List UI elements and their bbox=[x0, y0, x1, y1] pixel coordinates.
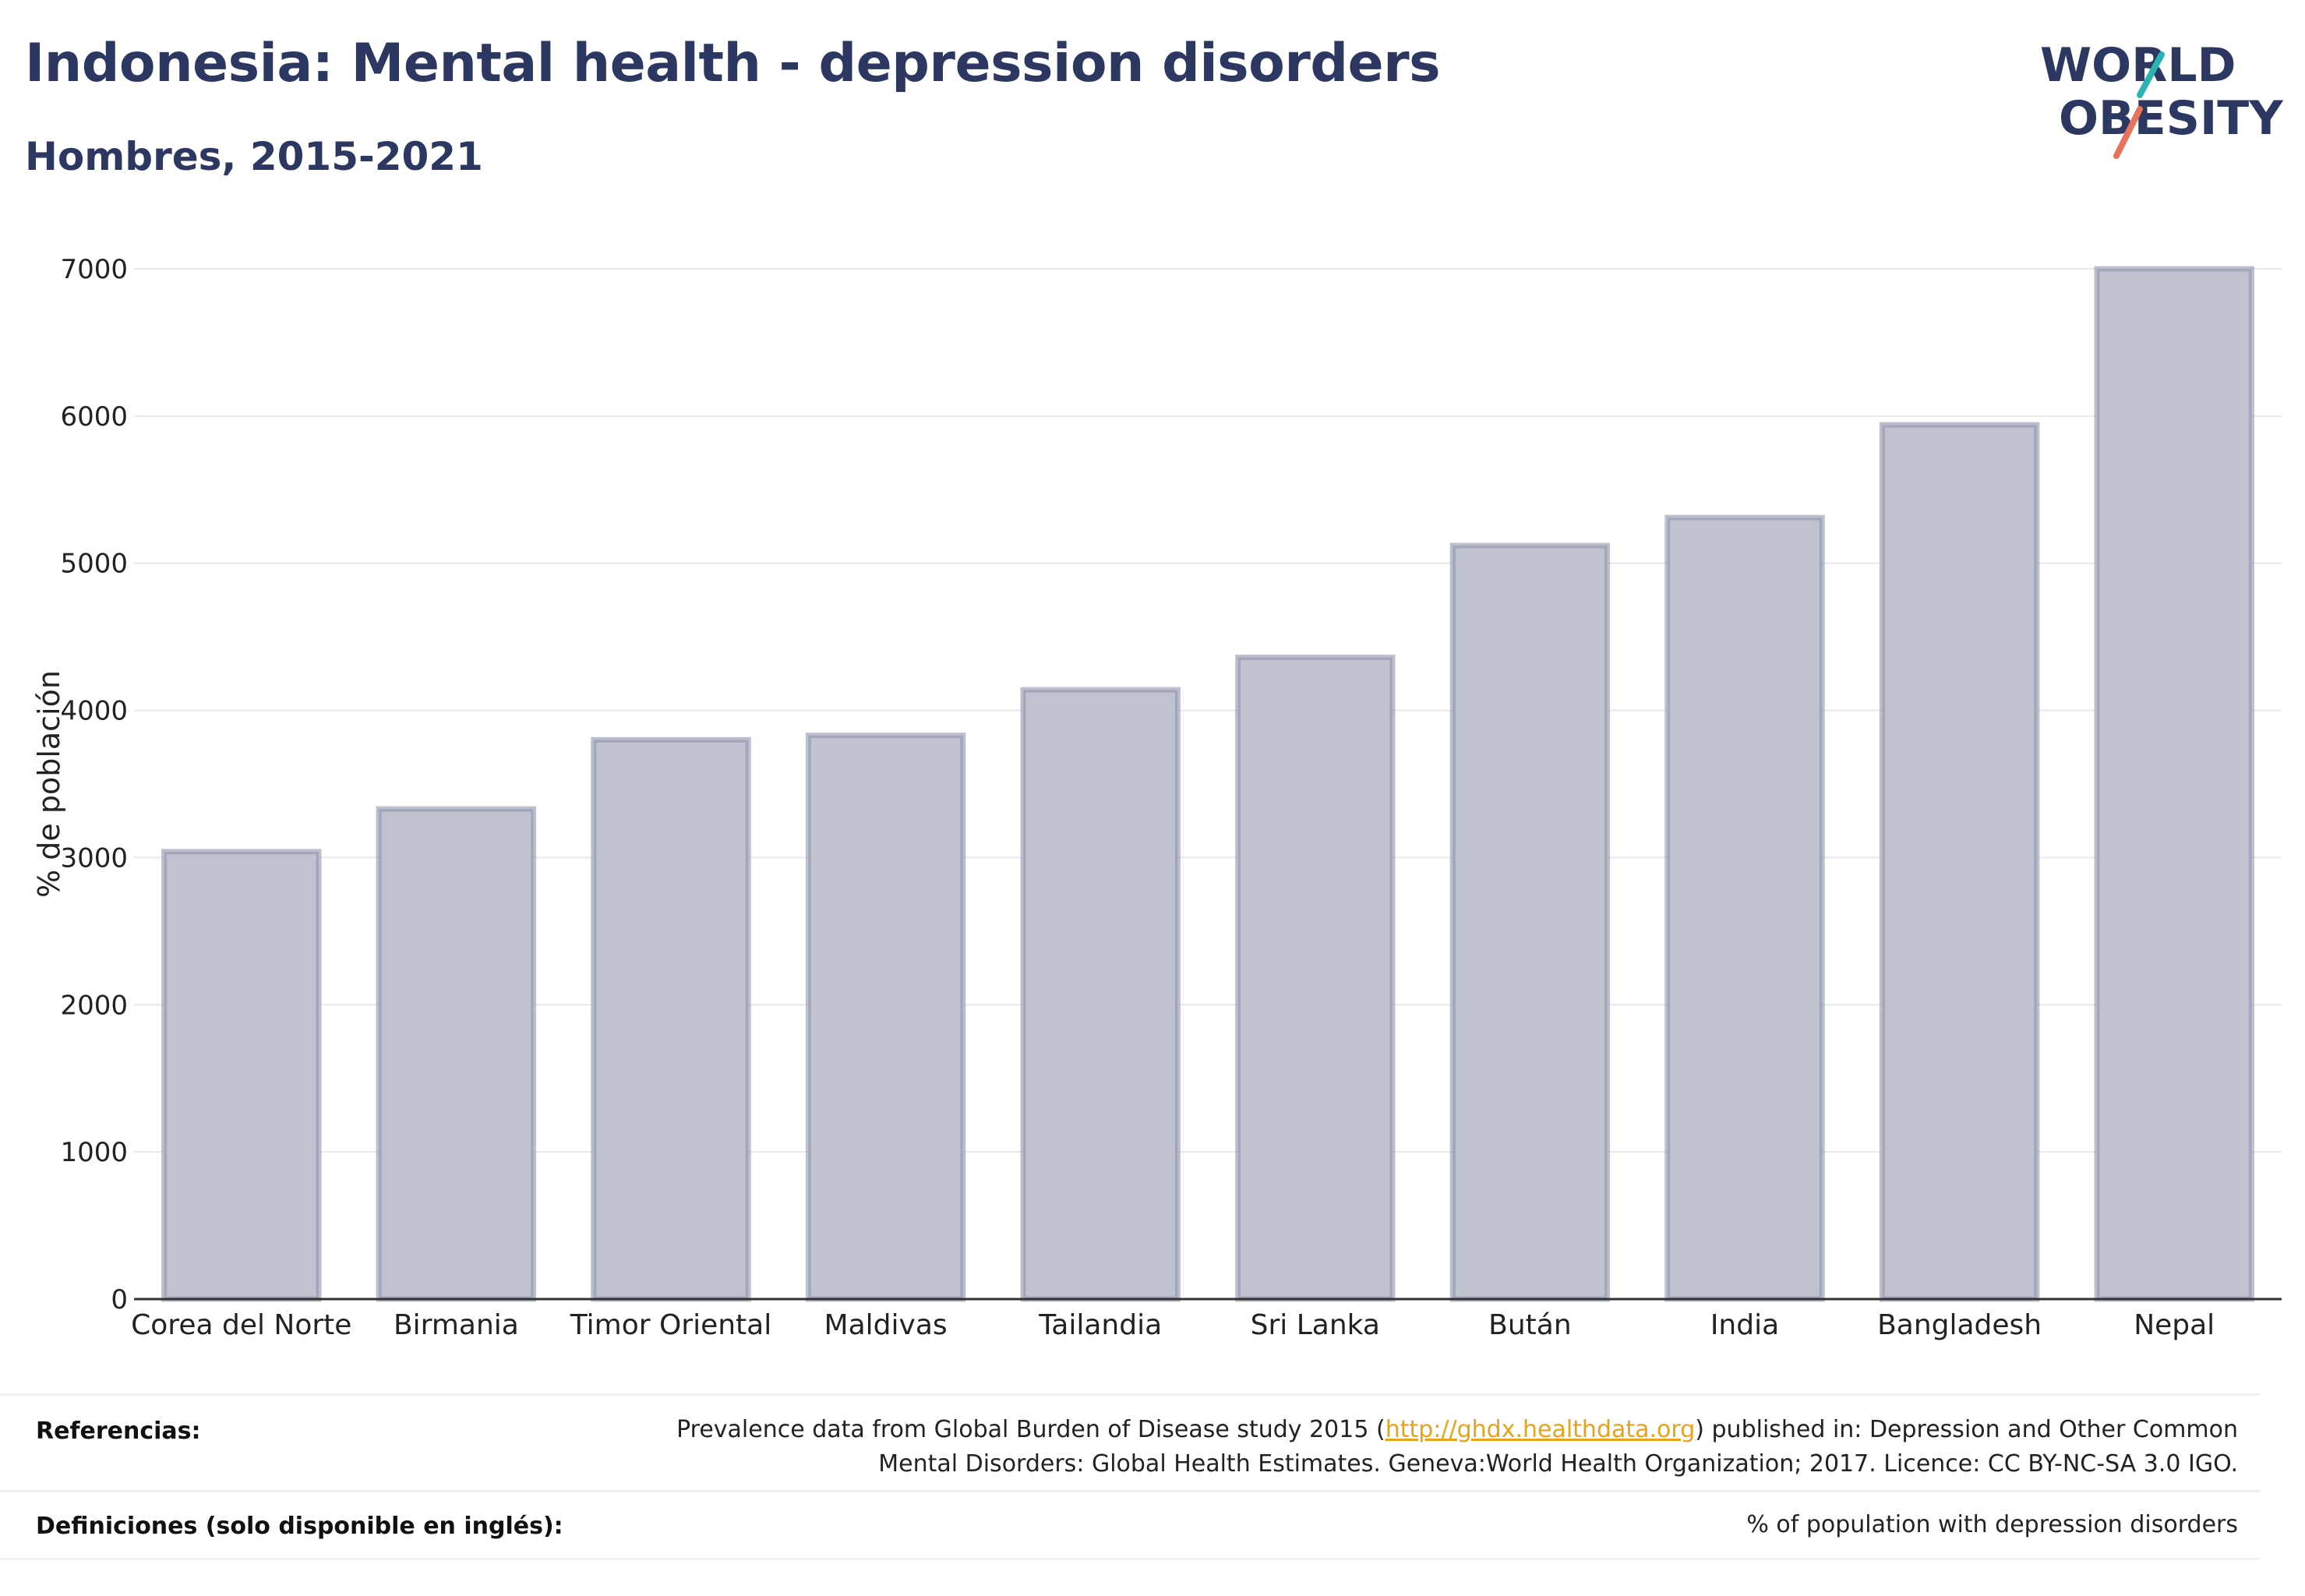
references-link[interactable]: http://ghdx.healthdata.org bbox=[1385, 1416, 1696, 1443]
references-text-before: Prevalence data from Global Burden of Di… bbox=[676, 1416, 1385, 1443]
world-obesity-logo[interactable]: WORLD OBESITY bbox=[2026, 31, 2291, 171]
definitions-row: Definiciones (solo disponible en inglés)… bbox=[0, 1490, 2260, 1560]
logo-text-line2: OBESITY bbox=[2059, 91, 2284, 146]
bar bbox=[2094, 266, 2254, 1302]
bar-chart: 0 1000 2000 3000 4000 5000 6000 7000 Corea del … bbox=[32, 254, 2282, 1341]
y-tick-label: 1000 bbox=[60, 1137, 128, 1168]
y-axis-ticks: 0 1000 2000 3000 4000 5000 6000 7000 bbox=[60, 254, 128, 1315]
x-tick-label: Bután bbox=[1488, 1309, 1572, 1341]
y-tick-label: 2000 bbox=[60, 990, 128, 1021]
chart-subtitle: Hombres, 2015-2021 bbox=[25, 134, 483, 179]
bar bbox=[1449, 542, 1611, 1302]
x-tick-label: Tailandia bbox=[1038, 1309, 1162, 1341]
logo-slash-coral bbox=[2113, 106, 2143, 159]
bar bbox=[1020, 687, 1181, 1302]
y-tick-label: 7000 bbox=[60, 254, 128, 285]
references-row: Referencias: Prevalence data from Global… bbox=[0, 1393, 2260, 1492]
bar bbox=[1879, 422, 2040, 1302]
x-axis-ticks: Corea del Norte Birmania Timor Oriental Mal… bbox=[131, 1309, 2215, 1341]
definitions-text: % of population with depression disorder… bbox=[1746, 1511, 2238, 1538]
bar bbox=[1664, 514, 1825, 1302]
x-tick-label: Birmania bbox=[394, 1309, 519, 1341]
x-tick-label: Sri Lanka bbox=[1251, 1309, 1380, 1341]
definitions-label: Definiciones (solo disponible en inglés)… bbox=[36, 1513, 563, 1540]
references-label: Referencias: bbox=[36, 1418, 201, 1445]
references-text-after: ) published in: Depression and Other Com… bbox=[1695, 1416, 2238, 1443]
references-text-line2: Mental Disorders: Global Health Estimate… bbox=[878, 1450, 2238, 1478]
chart-title: Indonesia: Mental health - depression di… bbox=[25, 33, 1441, 94]
y-tick-label: 4000 bbox=[60, 696, 128, 727]
logo-text-line1: WORLD bbox=[2040, 38, 2236, 93]
bar bbox=[161, 849, 322, 1302]
bar bbox=[591, 736, 751, 1302]
y-tick-label: 6000 bbox=[60, 401, 128, 433]
x-tick-label: Timor Oriental bbox=[570, 1309, 772, 1341]
x-tick-label: Corea del Norte bbox=[131, 1309, 351, 1341]
y-tick-label: 5000 bbox=[60, 549, 128, 580]
y-tick-label: 0 bbox=[111, 1284, 128, 1315]
logo-slash-teal bbox=[2137, 51, 2165, 98]
references-text: Prevalence data from Global Burden of Di… bbox=[524, 1413, 2238, 1481]
bars bbox=[161, 266, 2254, 1302]
bar bbox=[1235, 655, 1396, 1302]
y-axis-label: % de población bbox=[32, 670, 66, 898]
x-tick-label: Nepal bbox=[2134, 1309, 2215, 1341]
x-tick-label: Bangladesh bbox=[1877, 1309, 2042, 1341]
x-tick-label: Maldivas bbox=[824, 1309, 948, 1341]
bar bbox=[376, 806, 537, 1302]
bar bbox=[805, 733, 966, 1302]
x-tick-label: India bbox=[1710, 1309, 1779, 1341]
y-tick-label: 3000 bbox=[60, 842, 128, 874]
